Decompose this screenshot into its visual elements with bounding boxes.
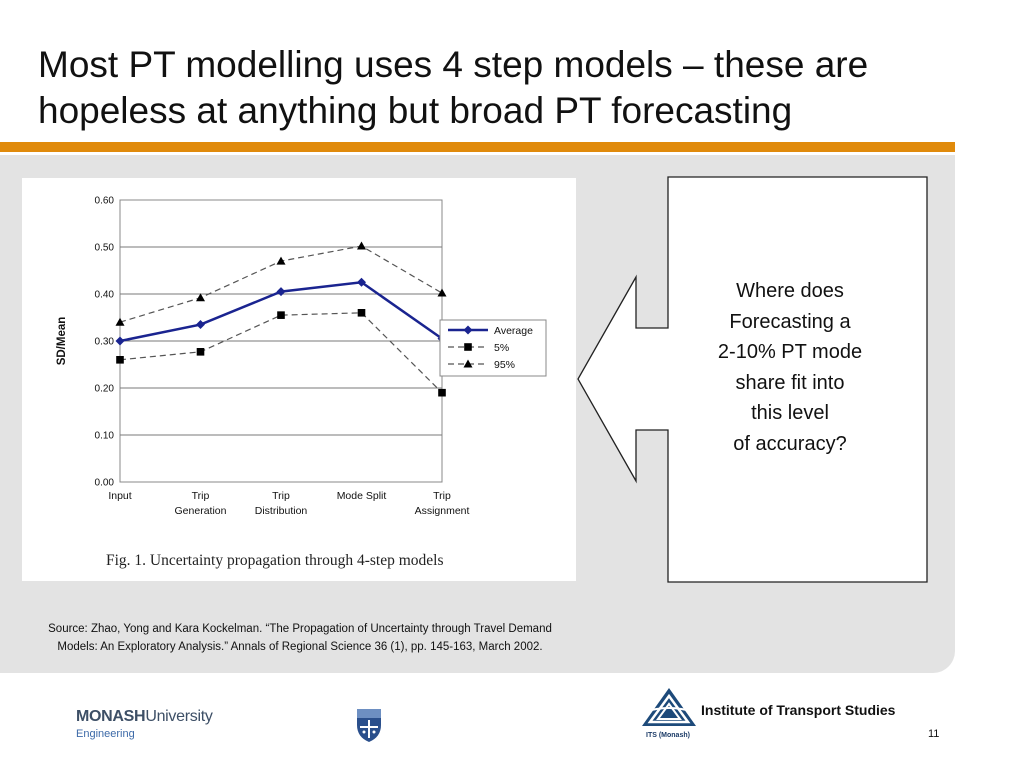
faculty-name: Engineering	[76, 728, 135, 740]
its-logo-label: ITS (Monash)	[646, 732, 690, 739]
y-tick-label: 0.00	[95, 478, 115, 489]
source-line-1: Source: Zhao, Yong and Kara Kockelman. “…	[48, 623, 552, 635]
data-point-5%	[196, 348, 205, 356]
slide-title-line-2: hopeless at anything but broad PT foreca…	[38, 90, 793, 131]
source-line-2: Models: An Exploratory Analysis.” Annals…	[57, 641, 543, 653]
x-tick-label: Distribution	[255, 505, 308, 517]
its-logo-icon	[642, 688, 696, 726]
monash-logo: MONASHUniversity Engineering	[76, 708, 213, 740]
callout-line: Where does	[736, 280, 844, 302]
callout-arrow	[577, 176, 928, 583]
data-point-Average	[276, 287, 286, 297]
chart-figure: 0.00 0.10 0.20 0.30 0.40 0.50 0.60 Input Trip Gen…	[22, 178, 576, 581]
callout-line: this level	[751, 402, 829, 424]
data-point-5%	[116, 356, 124, 364]
x-tick-label: Input	[108, 490, 131, 502]
y-tick-label: 0.40	[95, 290, 115, 301]
data-point-Average	[115, 336, 125, 346]
institute-name: Institute of Transport Studies	[701, 702, 896, 718]
data-point-5%	[357, 309, 366, 317]
monash-crest-icon	[357, 709, 381, 742]
data-point-Average	[357, 277, 366, 287]
chart-caption: Fig. 1. Uncertainty propagation through …	[106, 552, 444, 569]
legend-label: Average	[494, 325, 533, 337]
legend-marker	[464, 343, 472, 351]
x-tick-label: Mode Split	[337, 490, 387, 502]
series-line-5%	[119, 312, 443, 394]
x-tick-label: Generation	[175, 505, 227, 517]
y-tick-label: 0.60	[95, 196, 115, 207]
data-point-95%	[276, 256, 286, 265]
page-number: 11	[928, 728, 940, 740]
data-point-95%	[357, 241, 366, 250]
x-tick-label: Trip	[272, 490, 290, 502]
accent-rule	[0, 142, 955, 152]
uncertainty-chart: 0.00 0.10 0.20 0.30 0.40 0.50 0.60 Input Trip Gen…	[56, 196, 547, 569]
data-point-95%	[437, 288, 447, 297]
x-tick-label: Trip	[433, 490, 451, 502]
monash-university: University	[145, 708, 213, 725]
x-tick-label: Assignment	[415, 505, 470, 517]
callout-line: share fit into	[735, 371, 845, 394]
callout-line: of accuracy?	[733, 432, 847, 455]
callout-line: 2-10% PT mode	[717, 341, 863, 363]
legend-label: 95%	[494, 359, 515, 371]
legend-marker	[463, 359, 473, 368]
data-point-Average	[196, 320, 205, 330]
callout-question: Where does Forecasting a 2-10% PT mode s…	[690, 276, 890, 459]
y-tick-label: 0.10	[95, 431, 115, 442]
data-point-5%	[438, 388, 446, 397]
slide-title: Most PT modelling uses 4 step models – t…	[38, 42, 998, 134]
source-citation: Source: Zhao, Yong and Kara Kockelman. “…	[10, 620, 590, 656]
monash-wordmark: MONASHUniversity	[76, 708, 213, 726]
y-tick-label: 0.30	[95, 337, 115, 348]
y-tick-label: 0.50	[95, 243, 115, 254]
slide-title-line-1: Most PT modelling uses 4 step models – t…	[38, 44, 869, 85]
data-point-95%	[115, 317, 125, 326]
y-tick-label: 0.20	[95, 384, 115, 395]
legend-marker	[463, 325, 473, 335]
y-axis-label: SD/Mean	[56, 317, 68, 366]
legend-label: 5%	[494, 342, 509, 354]
data-point-5%	[277, 311, 285, 319]
x-tick-label: Trip	[192, 490, 210, 502]
callout-line: Forecasting a	[729, 310, 851, 333]
data-point-95%	[196, 293, 205, 302]
monash-bold: MONASH	[76, 708, 146, 725]
